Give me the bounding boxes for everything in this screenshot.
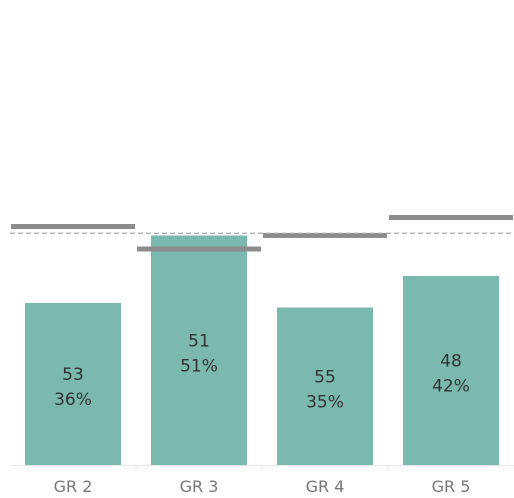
x-tick-label: GR 5 — [432, 477, 471, 496]
x-axis-ticks-layer: GR 2 GR 3 GR 4 GR 5 — [54, 465, 471, 496]
bar-gr2 — [25, 303, 121, 465]
bar-gr4 — [277, 307, 373, 465]
x-tick-label: GR 2 — [54, 477, 93, 496]
x-tick-label: GR 4 — [306, 477, 345, 496]
bar-gr5 — [403, 276, 499, 465]
target-mark-gr5 — [389, 215, 513, 220]
bar-count-label: 53 — [62, 365, 84, 385]
data-labels-layer: 53 36% 51 51% 55 35% 48 42% — [54, 331, 470, 412]
target-mark-gr2 — [11, 224, 135, 229]
bar-count-label: 51 — [188, 331, 210, 351]
bar-percent-label: 35% — [306, 392, 344, 412]
bars-layer — [25, 235, 499, 465]
bar-gr3 — [151, 235, 247, 465]
bar-percent-label: 42% — [432, 377, 470, 397]
bar-percent-label: 51% — [180, 356, 218, 376]
target-marks-layer — [11, 215, 513, 252]
target-mark-gr3 — [137, 246, 261, 252]
bar-count-label: 55 — [314, 367, 336, 387]
x-tick-label: GR 3 — [180, 477, 219, 496]
bar-count-label: 48 — [440, 352, 462, 372]
target-mark-gr4 — [263, 233, 387, 238]
bar-percent-label: 36% — [54, 390, 92, 410]
